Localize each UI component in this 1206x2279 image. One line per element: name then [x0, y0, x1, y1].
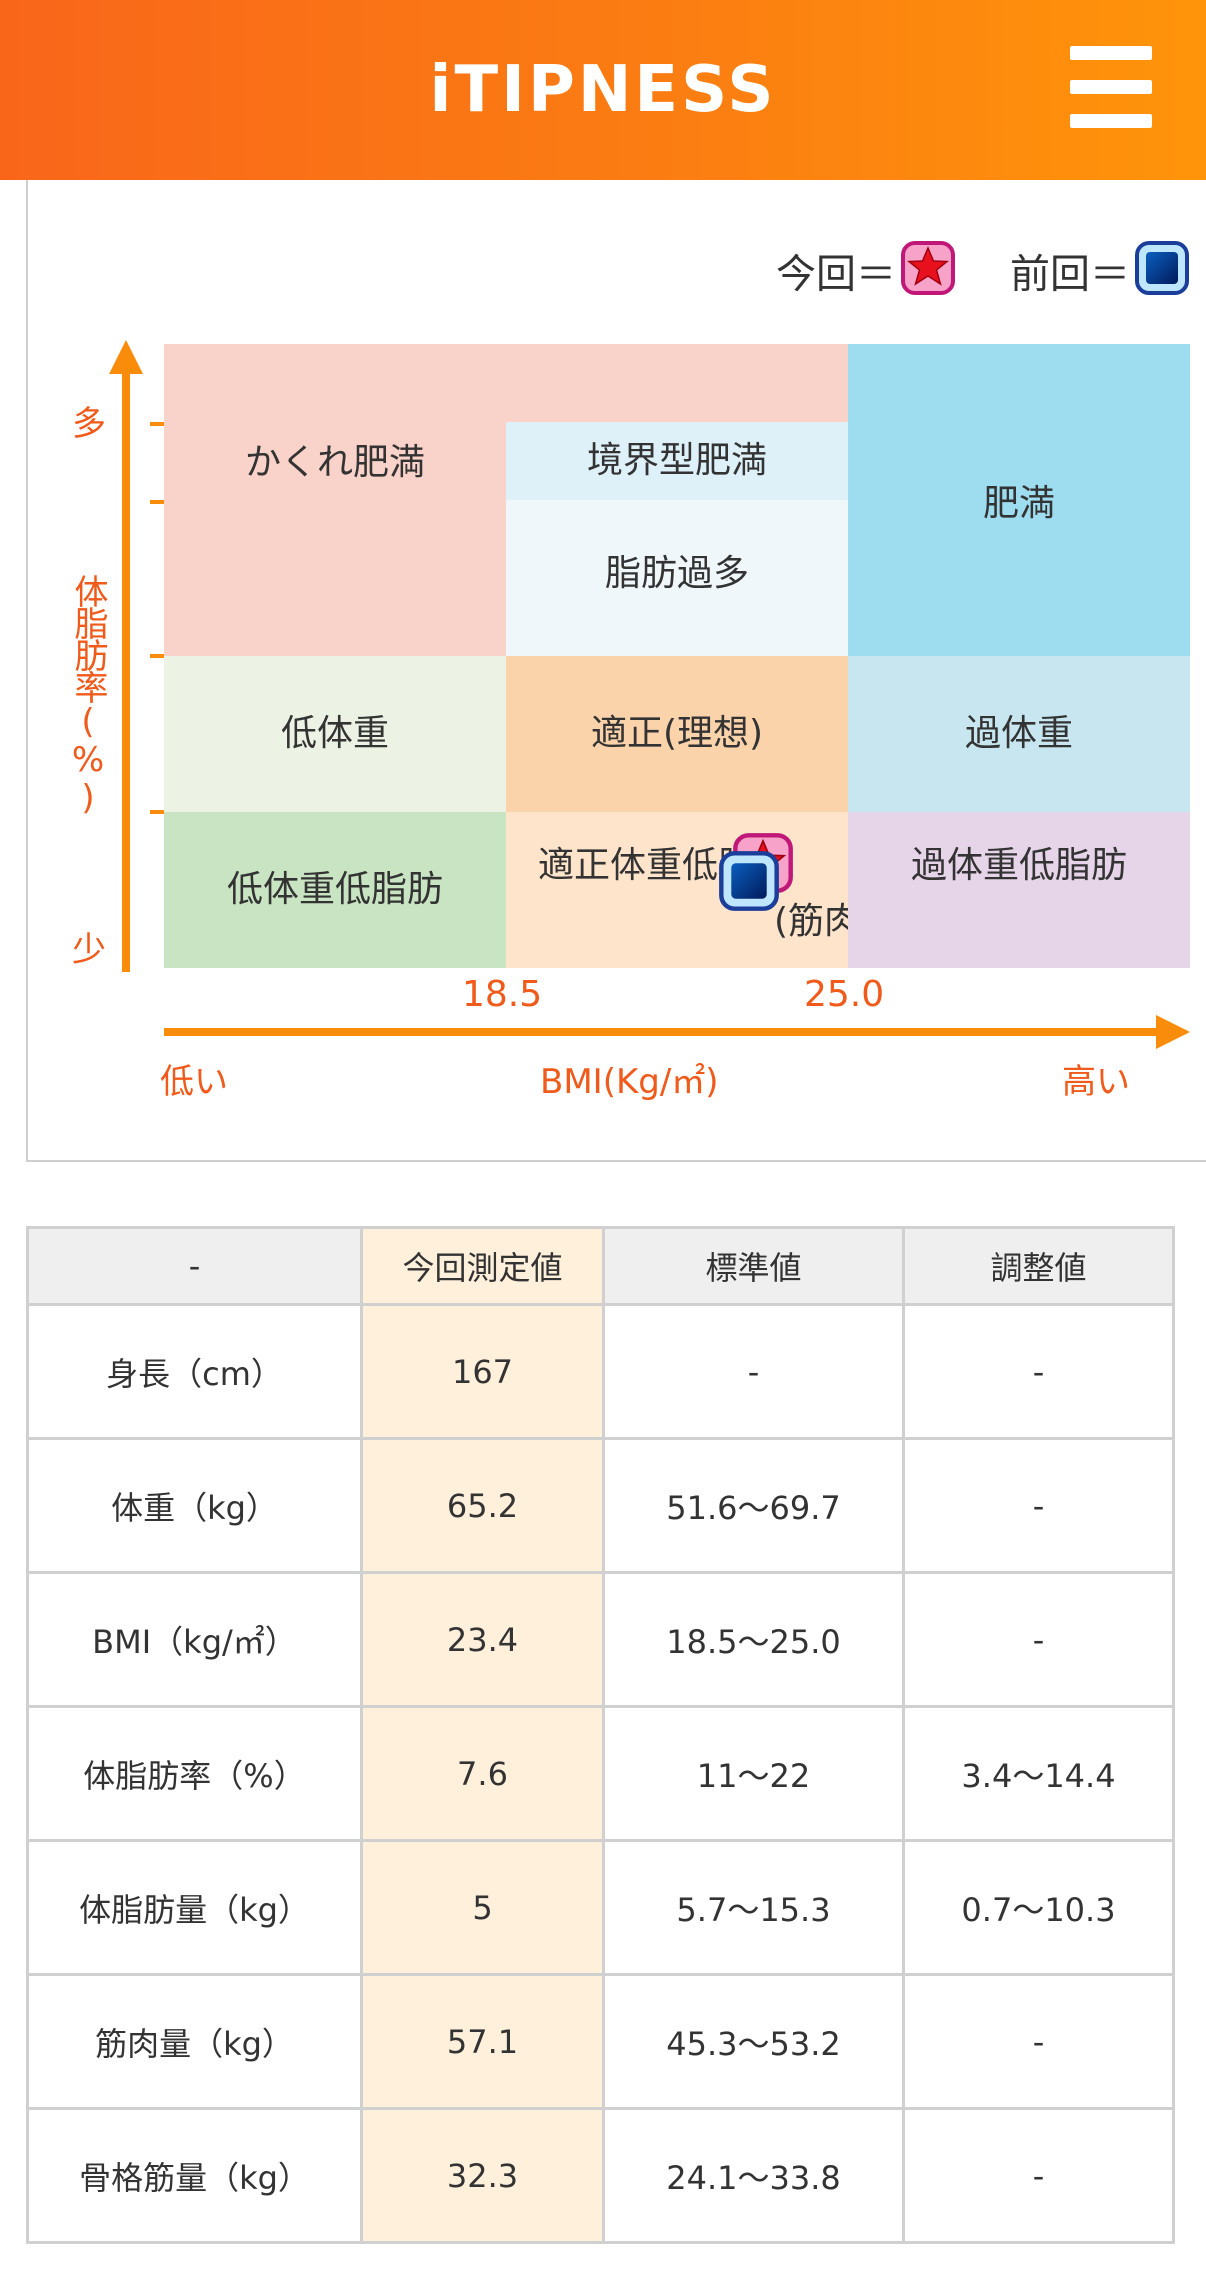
row-adjusted: -	[902, 1973, 1175, 2110]
row-current: 167	[360, 1303, 605, 1440]
x-axis-title: BMI(Kg/㎡)	[540, 1062, 719, 1102]
row-standard: 24.1〜33.8	[602, 2107, 905, 2244]
row-adjusted: 3.4〜14.4	[902, 1705, 1175, 1842]
zone-hidden-obesity-label: かくれ肥満	[244, 442, 425, 483]
row-label: 身長（cm）	[26, 1303, 363, 1440]
zone-ideal-weight-low-fat: 適正体重低脂肪 (筋肉質)	[506, 812, 910, 968]
brand-logo[interactable]: iTIPNESS	[429, 53, 777, 127]
row-current: 65.2	[360, 1437, 605, 1574]
zone-underweight-low-fat: 低体重低脂肪	[164, 812, 506, 968]
zone-top-middle	[506, 344, 848, 422]
row-standard: 45.3〜53.2	[602, 1973, 905, 2110]
zone-underweight-low-fat-label: 低体重低脂肪	[226, 869, 443, 910]
row-current: 7.6	[360, 1705, 605, 1842]
row-adjusted: 0.7〜10.3	[902, 1839, 1175, 1976]
header-item: -	[26, 1226, 363, 1306]
zone-hidden-obesity: かくれ肥満	[164, 344, 506, 656]
row-adjusted: -	[902, 1303, 1175, 1440]
header-standard-value: 標準値	[602, 1226, 905, 1306]
zone-overweight-label: 過体重	[964, 713, 1073, 754]
header-adjusted-value: 調整値	[902, 1226, 1175, 1306]
table-row: 身長（cm） 167 - -	[26, 1303, 1175, 1440]
table-row: 体脂肪率（%） 7.6 11〜22 3.4〜14.4	[26, 1705, 1175, 1842]
zone-obesity: 肥満	[848, 344, 1190, 656]
y-axis-title: 体脂肪率(%)	[68, 574, 108, 816]
table-row: BMI（kg/㎡） 23.4 18.5〜25.0 -	[26, 1571, 1175, 1708]
row-standard: 18.5〜25.0	[602, 1571, 905, 1708]
row-standard: 11〜22	[602, 1705, 905, 1842]
row-current: 57.1	[360, 1973, 605, 2110]
table-row: 筋肉量（kg） 57.1 45.3〜53.2 -	[26, 1973, 1175, 2110]
row-label: 筋肉量（kg）	[26, 1973, 363, 2110]
row-current: 32.3	[360, 2107, 605, 2244]
table-row: 骨格筋量（kg） 32.3 24.1〜33.8 -	[26, 2107, 1175, 2244]
table-row: 体脂肪量（kg） 5 5.7〜15.3 0.7〜10.3	[26, 1839, 1175, 1976]
y-axis-bottom-label: 少	[72, 930, 106, 970]
table-header-row: - 今回測定値 標準値 調整値	[26, 1226, 1175, 1306]
x-axis-right-label: 高い	[1062, 1062, 1130, 1102]
row-standard: 51.6〜69.7	[602, 1437, 905, 1574]
zone-underweight-label: 低体重	[280, 713, 389, 754]
y-axis-top-label: 多	[72, 404, 106, 444]
row-current: 5	[360, 1839, 605, 1976]
x-tick-18-5: 18.5	[462, 974, 543, 1015]
x-axis-left-label: 低い	[160, 1062, 228, 1102]
zone-excess-fat-label: 脂肪過多	[604, 553, 749, 594]
row-current: 23.4	[360, 1571, 605, 1708]
current-star-marker-icon	[900, 240, 956, 313]
row-label: 体脂肪量（kg）	[26, 1839, 363, 1976]
row-label: 体重（kg）	[26, 1437, 363, 1574]
zone-ideal: 適正(理想)	[506, 656, 848, 812]
row-adjusted: -	[902, 2107, 1175, 2244]
body-type-chart-panel	[26, 180, 1206, 1162]
row-label: 体脂肪率（%）	[26, 1705, 363, 1842]
x-tick-25-0: 25.0	[804, 974, 885, 1015]
legend-previous-label: 前回＝	[1010, 251, 1130, 298]
zone-excess-fat: 脂肪過多	[506, 500, 848, 656]
legend-current-label: 今回＝	[776, 251, 896, 298]
previous-measurement-marker-icon	[718, 850, 780, 916]
row-label: BMI（kg/㎡）	[26, 1571, 363, 1708]
zone-overweight-low-fat-label: 過体重低脂肪	[910, 845, 1127, 886]
zone-borderline-obesity-label: 境界型肥満	[586, 440, 767, 481]
previous-square-marker-icon	[1134, 240, 1190, 313]
row-label: 骨格筋量（kg）	[26, 2107, 363, 2244]
header-current-value: 今回測定値	[360, 1226, 605, 1306]
row-standard: 5.7〜15.3	[602, 1839, 905, 1976]
zone-ideal-label: 適正(理想)	[590, 713, 764, 754]
legend-current: 今回＝	[776, 240, 956, 313]
app-header: iTIPNESS	[0, 0, 1206, 180]
zone-underweight: 低体重	[164, 656, 506, 812]
row-adjusted: -	[902, 1437, 1175, 1574]
zone-obesity-label: 肥満	[982, 483, 1055, 524]
legend-previous: 前回＝	[1010, 240, 1190, 313]
zone-overweight: 過体重	[848, 656, 1190, 812]
zone-borderline-obesity: 境界型肥満	[506, 422, 848, 500]
hamburger-menu-icon[interactable]	[1066, 44, 1156, 130]
measurement-table: - 今回測定値 標準値 調整値 身長（cm） 167 - - 体重（kg） 65…	[26, 1226, 1175, 2244]
zone-overweight-low-fat: 過体重低脂肪	[848, 812, 1190, 968]
table-row: 体重（kg） 65.2 51.6〜69.7 -	[26, 1437, 1175, 1574]
row-adjusted: -	[902, 1571, 1175, 1708]
row-standard: -	[602, 1303, 905, 1440]
